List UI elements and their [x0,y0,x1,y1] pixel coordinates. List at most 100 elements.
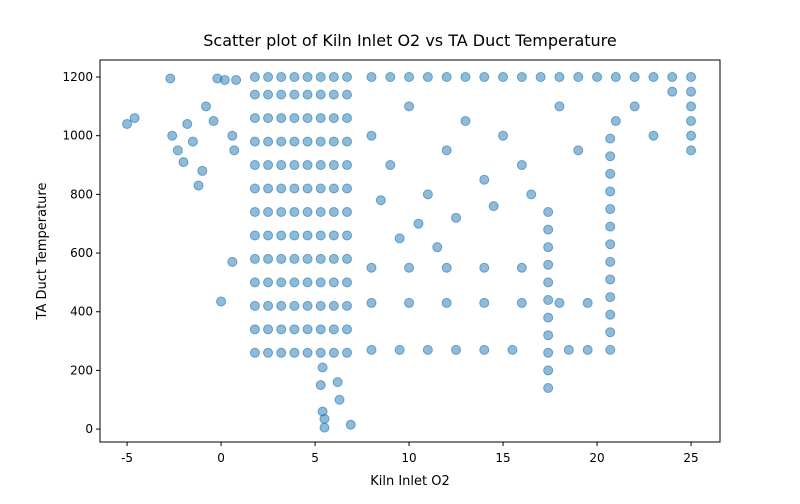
point [129,113,140,124]
point [605,309,616,320]
x-tick-label: 0 [217,451,225,465]
point [413,218,424,229]
point [315,277,326,288]
point [366,72,377,83]
point [302,183,313,194]
point [276,72,287,83]
point [516,297,527,308]
point [543,206,554,217]
point [451,344,462,355]
point [167,130,178,141]
point [605,151,616,162]
point [629,72,640,83]
y-tick-label: 0 [85,422,93,436]
point [263,230,274,241]
point [315,324,326,335]
point [610,116,621,127]
point [263,113,274,124]
point [328,300,339,311]
point [231,74,242,85]
point [328,183,339,194]
point [422,344,433,355]
point [605,344,616,355]
x-tick-label: 15 [495,451,510,465]
point [276,347,287,358]
point [543,365,554,376]
point [315,89,326,100]
point [249,300,260,311]
point [573,145,584,156]
point [605,186,616,197]
point [289,183,300,194]
point [249,206,260,217]
point [441,297,452,308]
point [227,256,238,267]
point [394,344,405,355]
point [289,300,300,311]
point [328,347,339,358]
point [342,72,353,83]
point [342,160,353,171]
point [686,72,697,83]
point [315,183,326,194]
point [582,344,593,355]
point [334,394,345,405]
point [249,160,260,171]
point [479,262,490,273]
point [165,73,176,84]
point [289,230,300,241]
point [366,262,377,273]
point [610,72,621,83]
point [342,113,353,124]
point [404,297,415,308]
point [543,242,554,253]
point [317,406,328,417]
point [328,277,339,288]
point [249,347,260,358]
point [543,383,554,394]
point [302,253,313,264]
point [249,183,260,194]
point [342,136,353,147]
point [328,230,339,241]
x-tick-label: 10 [401,451,416,465]
point [201,101,212,112]
point [375,195,386,206]
point [319,422,330,433]
point [122,118,133,129]
point [563,344,574,355]
point [229,145,240,156]
point [582,297,593,308]
point [342,89,353,100]
point [263,324,274,335]
x-tick-label: -5 [121,451,133,465]
y-tick-label: 1200 [62,70,93,84]
x-tick-label: 5 [311,451,319,465]
point [328,136,339,147]
point [263,89,274,100]
x-tick-label: 25 [683,451,698,465]
point [404,72,415,83]
axes-frame [99,59,721,443]
point [263,72,274,83]
point [498,130,509,141]
point [366,344,377,355]
point [605,239,616,250]
x-tick-label: 20 [589,451,604,465]
point [249,324,260,335]
point [208,116,219,127]
point [276,277,287,288]
point [385,72,396,83]
point [289,324,300,335]
point [441,72,452,83]
point [315,300,326,311]
point [648,72,659,83]
point [178,157,189,168]
y-tick-label: 800 [70,187,93,201]
point [289,253,300,264]
point [605,204,616,215]
point [488,201,499,212]
point [605,133,616,144]
point [263,347,274,358]
